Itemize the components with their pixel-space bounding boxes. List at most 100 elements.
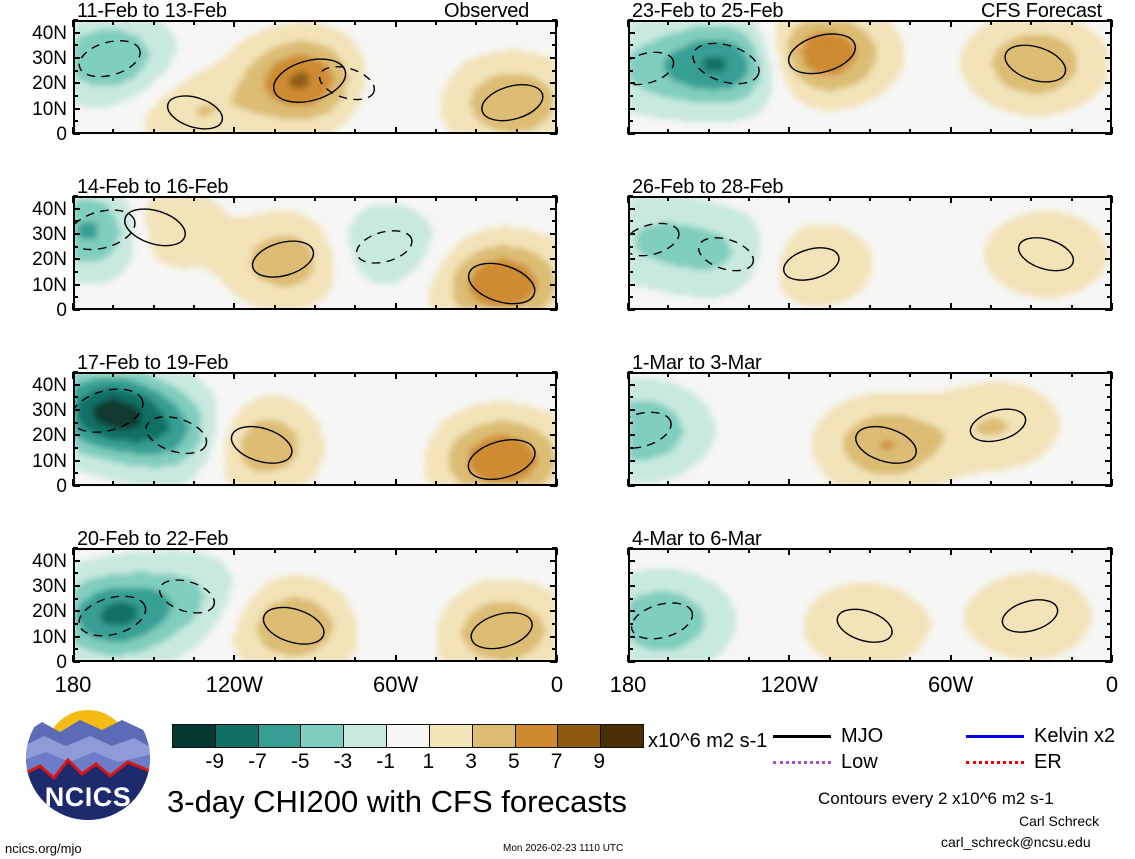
author-name: Carl Schreck: [1019, 814, 1099, 828]
y-tick: [550, 309, 557, 311]
x-tick: [515, 20, 518, 25]
y-tick: [73, 597, 78, 600]
legend-label: MJO: [841, 726, 883, 746]
x-tick: [990, 305, 992, 310]
y-tick: [628, 635, 635, 638]
y-tick: [628, 19, 633, 21]
x-tick: [909, 20, 912, 25]
x-tick: [1030, 657, 1033, 662]
footer-website[interactable]: ncics.org/mjo: [5, 842, 82, 855]
column-header-left: Observed: [444, 1, 529, 21]
x-tick: [314, 305, 316, 310]
x-tick: [72, 655, 74, 662]
y-tick: [628, 271, 633, 273]
colorbar-tick-label: 1: [402, 751, 454, 772]
y-axis-tick-label: 40N: [1, 24, 67, 43]
x-tick: [788, 372, 791, 379]
x-tick: [1070, 548, 1073, 553]
y-tick: [628, 447, 633, 449]
y-axis-tick-label: 30N: [1, 49, 67, 68]
y-tick: [628, 572, 633, 575]
x-tick: [193, 657, 195, 662]
x-tick: [556, 196, 558, 203]
y-tick: [73, 207, 80, 210]
y-tick: [73, 133, 80, 135]
y-tick: [552, 195, 557, 197]
y-tick: [73, 421, 78, 424]
x-tick: [193, 129, 195, 134]
x-tick: [1030, 196, 1033, 201]
x-tick: [748, 657, 750, 662]
y-tick: [552, 296, 557, 299]
x-tick: [556, 127, 558, 134]
x-tick: [193, 481, 195, 486]
x-tick: [193, 372, 195, 377]
y-tick: [550, 610, 557, 613]
x-tick: [152, 372, 155, 377]
x-tick: [112, 657, 115, 662]
x-tick: [748, 196, 750, 201]
x-tick: [233, 372, 236, 379]
map-plot-area: [628, 20, 1112, 134]
y-tick: [1107, 19, 1112, 21]
x-tick: [909, 372, 912, 377]
y-tick: [73, 195, 78, 197]
y-axis-tick-label: 40N: [1, 552, 67, 571]
ncics-logo-svg: NCICS: [26, 696, 150, 820]
y-tick: [628, 57, 635, 59]
x-tick: [435, 481, 437, 486]
colorbar-tick-label: -5: [274, 751, 326, 772]
x-tick: [435, 372, 437, 377]
y-tick: [550, 661, 557, 663]
colorbar-segment: [173, 725, 215, 747]
x-tick: [788, 20, 791, 27]
y-tick: [628, 82, 635, 85]
y-tick: [628, 648, 633, 651]
x-tick: [667, 372, 670, 377]
x-tick: [828, 481, 831, 486]
x-tick: [515, 196, 518, 201]
y-tick: [1107, 472, 1112, 475]
y-tick: [73, 383, 80, 386]
x-tick: [72, 548, 74, 555]
x-tick: [435, 129, 437, 134]
x-tick: [152, 481, 155, 486]
x-tick: [354, 196, 357, 201]
y-tick: [1105, 559, 1112, 562]
x-tick: [515, 305, 518, 310]
x-tick: [627, 655, 629, 662]
y-tick: [552, 648, 557, 651]
y-tick: [73, 57, 80, 59]
y-tick: [552, 95, 557, 97]
x-tick: [1111, 303, 1113, 310]
main-title: 3-day CHI200 with CFS forecasts: [167, 786, 627, 817]
x-tick: [707, 20, 710, 25]
y-tick: [1107, 572, 1112, 575]
x-tick: [475, 305, 478, 310]
x-tick: [869, 305, 871, 310]
y-tick: [73, 396, 78, 399]
x-tick: [112, 20, 115, 25]
colorbar-tick-label: 3: [445, 751, 497, 772]
x-tick: [193, 20, 195, 25]
y-tick: [73, 623, 78, 625]
y-tick: [628, 585, 635, 587]
x-tick: [788, 548, 791, 555]
y-tick: [73, 309, 80, 311]
x-tick: [394, 479, 397, 486]
y-tick: [73, 585, 80, 587]
y-tick: [1105, 82, 1112, 85]
colorbar: [172, 724, 644, 748]
x-tick: [233, 20, 236, 27]
x-tick: [707, 372, 710, 377]
ncics-logo[interactable]: NCICS: [24, 694, 152, 822]
y-tick: [550, 233, 557, 235]
author-email: carl_schreck@ncsu.edu: [941, 835, 1091, 849]
x-tick: [667, 548, 670, 553]
panel-title: 23-Feb to 25-Feb: [632, 1, 784, 21]
y-tick: [628, 133, 635, 135]
x-tick: [1070, 305, 1073, 310]
y-tick: [1105, 207, 1112, 210]
y-tick: [1107, 623, 1112, 625]
y-tick: [1107, 447, 1112, 449]
